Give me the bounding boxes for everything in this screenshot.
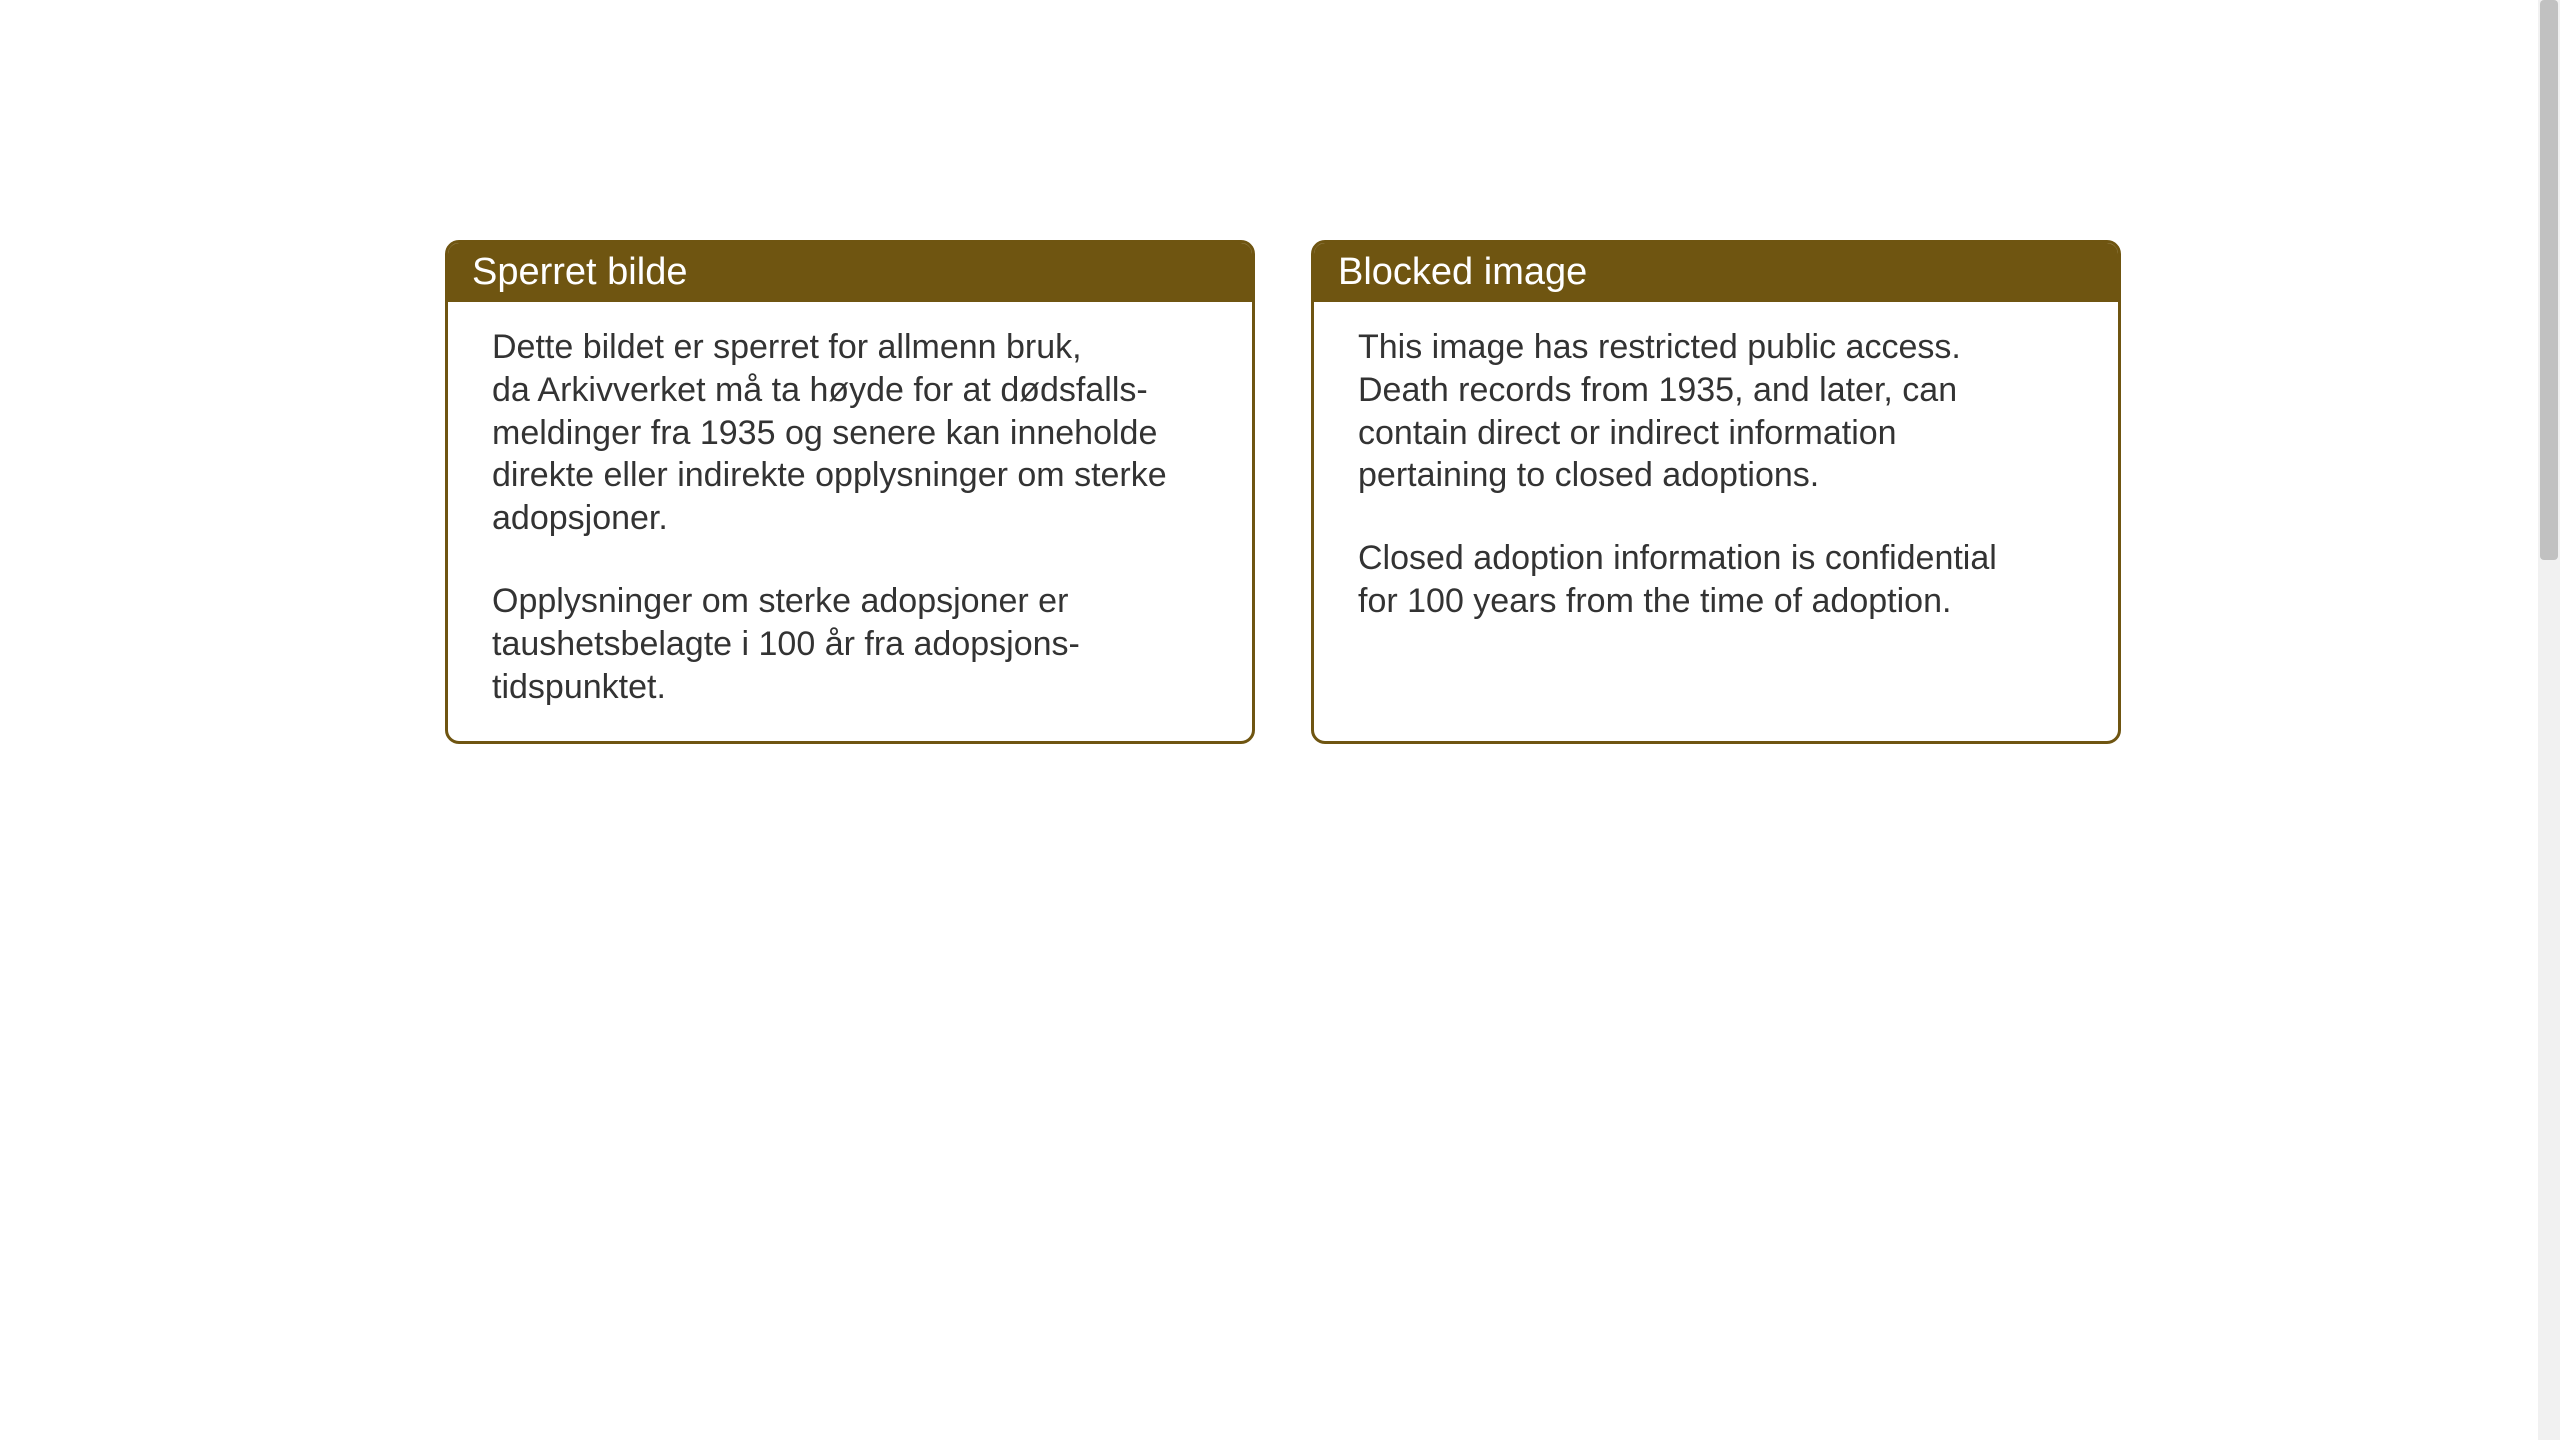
notice-paragraph-2-english: Closed adoption information is confident… [1358, 537, 2074, 623]
notice-body-english: This image has restricted public access.… [1314, 302, 2118, 655]
scrollbar-thumb[interactable] [2540, 0, 2558, 560]
notice-paragraph-1-english: This image has restricted public access.… [1358, 326, 2074, 497]
notice-card-english: Blocked image This image has restricted … [1311, 240, 2121, 744]
notice-paragraph-2-norwegian: Opplysninger om sterke adopsjoner er tau… [492, 580, 1208, 708]
notice-body-norwegian: Dette bildet er sperret for allmenn bruk… [448, 302, 1252, 741]
notice-card-norwegian: Sperret bilde Dette bildet er sperret fo… [445, 240, 1255, 744]
notice-header-norwegian: Sperret bilde [448, 243, 1252, 302]
vertical-scrollbar[interactable] [2538, 0, 2560, 1440]
notice-title-norwegian: Sperret bilde [472, 251, 687, 293]
notice-header-english: Blocked image [1314, 243, 2118, 302]
notice-title-english: Blocked image [1338, 251, 1587, 293]
notice-paragraph-1-norwegian: Dette bildet er sperret for allmenn bruk… [492, 326, 1208, 540]
notice-container: Sperret bilde Dette bildet er sperret fo… [445, 240, 2121, 744]
